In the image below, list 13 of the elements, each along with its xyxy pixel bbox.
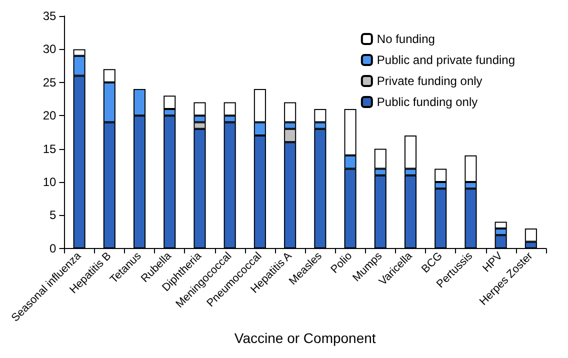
legend-label: Public and private funding [376,53,515,67]
x-axis-title: Vaccine or Component [234,330,376,346]
y-tick-label: 25 [42,75,57,90]
y-tick-label: 20 [42,108,57,123]
y-tick-label: 35 [42,9,57,23]
legend-label: Private funding only [376,74,482,88]
y-tick-label: 10 [42,174,57,189]
y-tick-label: 15 [42,142,57,156]
y-tick-label: 30 [42,42,57,56]
legend-label: No funding [376,32,435,46]
legend-label: Public funding only [376,95,478,109]
y-tick-label: 5 [50,208,57,222]
y-tick-label: 0 [50,241,57,256]
